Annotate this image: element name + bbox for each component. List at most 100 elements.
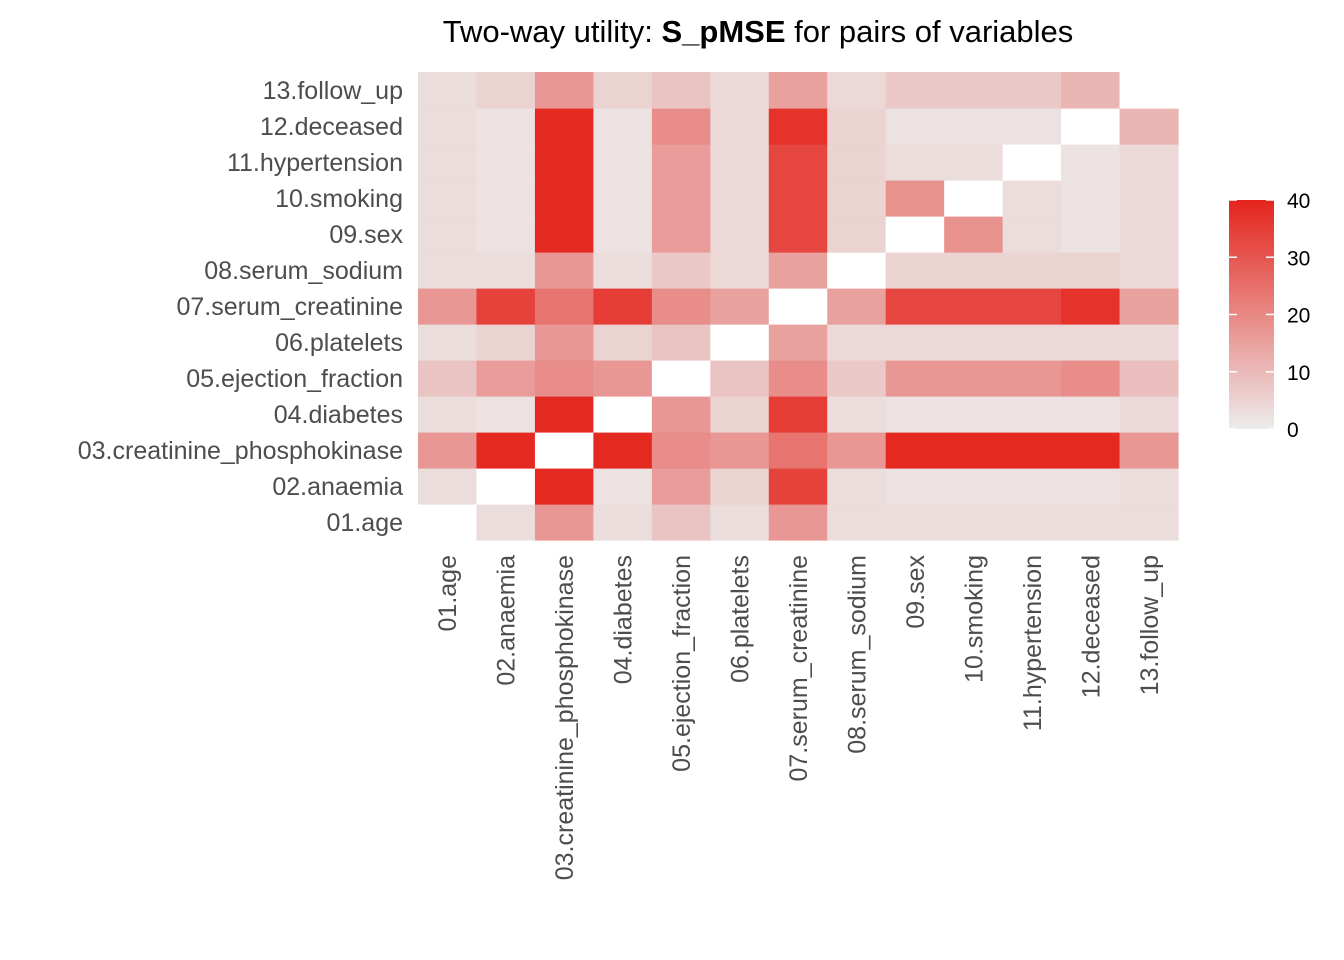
heatmap-cell <box>418 180 478 217</box>
heatmap-cell <box>534 504 594 541</box>
heatmap-cell <box>885 180 945 217</box>
heatmap-cell <box>1002 432 1062 469</box>
heatmap-cell <box>1061 432 1121 469</box>
y-tick-label: 13.follow_up <box>263 77 403 105</box>
y-tick-label: 12.deceased <box>260 113 403 141</box>
heatmap-cell <box>1061 252 1121 289</box>
colorbar-legend: 0 10 20 30 40 <box>1229 190 1310 442</box>
heatmap-cell <box>418 72 478 109</box>
heatmap-cell <box>1002 468 1062 505</box>
heatmap-cell <box>534 108 594 145</box>
heatmap-cell <box>1002 504 1062 541</box>
heatmap-cell <box>885 396 945 433</box>
heatmap-cell <box>827 180 887 217</box>
heatmap-cell <box>710 468 770 505</box>
heatmap-cell <box>476 144 536 181</box>
heatmap-cell <box>651 468 711 505</box>
heatmap-cell <box>534 72 594 109</box>
heatmap-cell <box>534 468 594 505</box>
heatmap-cell <box>768 108 828 145</box>
heatmap-cell <box>476 72 536 109</box>
heatmap-cell <box>1119 180 1179 217</box>
title-bold: S_pMSE <box>662 14 786 49</box>
heatmap-cell <box>534 288 594 325</box>
heatmap-cell <box>593 252 653 289</box>
heatmap-cell <box>827 144 887 181</box>
heatmap-cell <box>827 432 887 469</box>
heatmap-cell <box>885 360 945 397</box>
heatmap-cell <box>1061 504 1121 541</box>
heatmap-cell <box>1119 108 1179 145</box>
x-tick-label: 03.creatinine_phosphokinase <box>551 555 579 880</box>
heatmap-cell <box>1002 252 1062 289</box>
heatmap-cell <box>418 288 478 325</box>
heatmap-cell <box>534 252 594 289</box>
heatmap-cell <box>885 324 945 361</box>
y-tick-label: 01.age <box>327 509 403 537</box>
heatmap-cell <box>768 144 828 181</box>
heatmap-cell <box>1002 180 1062 217</box>
heatmap-cell <box>944 252 1004 289</box>
heatmap-cell <box>1119 72 1179 109</box>
x-tick-label: 13.follow_up <box>1136 555 1164 695</box>
heatmap-cell <box>651 216 711 253</box>
heatmap-cell <box>593 360 653 397</box>
heatmap-cell <box>768 504 828 541</box>
heatmap-cell <box>1119 216 1179 253</box>
heatmap-cell <box>1002 288 1062 325</box>
heatmap-cell <box>1119 324 1179 361</box>
heatmap-cell <box>768 252 828 289</box>
colorbar-tick-label: 30 <box>1287 247 1310 270</box>
x-tick-label: 02.anaemia <box>493 555 521 686</box>
heatmap-cell <box>476 396 536 433</box>
heatmap-cell <box>1061 180 1121 217</box>
heatmap-cell <box>827 108 887 145</box>
heatmap-cell <box>476 288 536 325</box>
heatmap-cell <box>1061 72 1121 109</box>
heatmap-cell <box>476 108 536 145</box>
heatmap-cell <box>710 72 770 109</box>
heatmap-cell <box>710 108 770 145</box>
heatmap-cell <box>651 180 711 217</box>
heatmap-cell <box>534 324 594 361</box>
heatmap-cell <box>651 324 711 361</box>
heatmap-cell <box>651 396 711 433</box>
x-tick-label: 08.serum_sodium <box>843 555 871 754</box>
x-tick-label: 01.age <box>434 555 462 631</box>
heatmap-cell <box>885 432 945 469</box>
heatmap-cell <box>593 144 653 181</box>
heatmap-cell <box>534 180 594 217</box>
title-suffix: for pairs of variables <box>786 14 1074 49</box>
heatmap-cell <box>1119 504 1179 541</box>
heatmap-cell <box>593 432 653 469</box>
heatmap-cell <box>418 468 478 505</box>
heatmap-cell <box>1061 396 1121 433</box>
heatmap-cell <box>710 144 770 181</box>
heatmap-cell <box>944 144 1004 181</box>
heatmap-cell <box>418 216 478 253</box>
x-tick-label: 06.platelets <box>727 555 755 683</box>
colorbar-tick-label: 20 <box>1287 305 1310 328</box>
y-axis-labels: 01.age 02.anaemia 03.creatinine_phosphokin… <box>78 77 404 537</box>
heatmap-cell <box>944 72 1004 109</box>
heatmap-cell <box>1002 108 1062 145</box>
y-tick-label: 04.diabetes <box>274 401 403 429</box>
heatmap-cells <box>418 72 1179 541</box>
heatmap-cell <box>476 180 536 217</box>
heatmap-cell <box>768 468 828 505</box>
x-tick-label: 09.sex <box>902 555 930 629</box>
heatmap-cell <box>1061 144 1121 181</box>
colorbar-tick-label: 40 <box>1287 190 1310 213</box>
heatmap-cell <box>651 360 711 397</box>
heatmap-cell <box>593 216 653 253</box>
heatmap-cell <box>1061 108 1121 145</box>
heatmap-cell <box>768 360 828 397</box>
heatmap-cell <box>710 180 770 217</box>
heatmap-cell <box>768 288 828 325</box>
heatmap-cell <box>944 288 1004 325</box>
heatmap-cell <box>944 108 1004 145</box>
heatmap-cell <box>885 504 945 541</box>
heatmap-cell <box>885 72 945 109</box>
heatmap-cell <box>827 252 887 289</box>
heatmap-cell <box>768 216 828 253</box>
